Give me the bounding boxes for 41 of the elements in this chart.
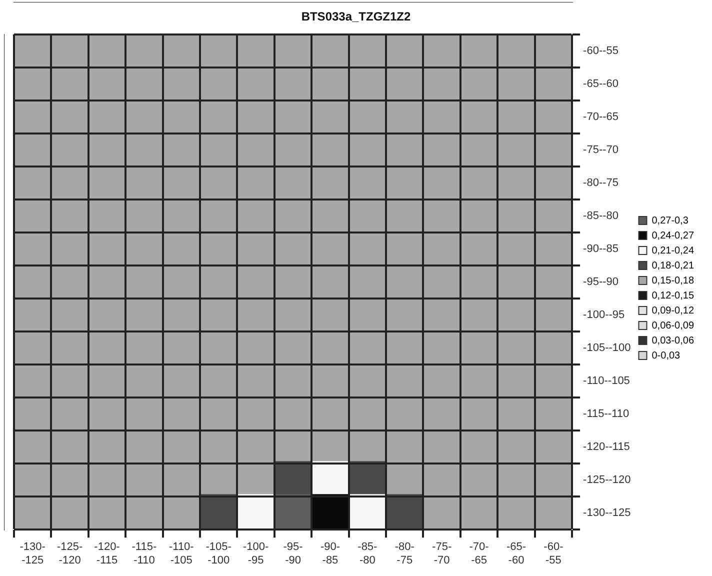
y-tick-label: -95--90	[583, 276, 619, 288]
y-tick-label: -85--80	[583, 210, 619, 222]
color-bar-label: 0,06-0,09	[652, 320, 694, 332]
color-bar-label: 0,09-0,12	[652, 305, 694, 316]
y-tick-label: -120--115	[583, 441, 630, 454]
y-tick-label: -125--120	[583, 474, 631, 486]
x-tick-label: -75--70	[432, 541, 452, 566]
y-tick-label: -115--110	[583, 408, 630, 420]
y-tick-label: -70--65	[583, 110, 619, 123]
y-tick-label: -130--125	[583, 507, 631, 520]
x-tick-label: -100--95	[242, 541, 269, 566]
chart-title: BTS033a_TZGZ1Z2	[301, 10, 412, 24]
y-tick-label: -60--55	[583, 44, 619, 57]
x-tick-label: -110--105	[168, 541, 194, 566]
x-tick-label: -130--125	[20, 541, 46, 566]
color-bar-label: 0-0,03	[652, 350, 681, 362]
y-tick-label: -80--75	[583, 176, 619, 189]
x-tick-label: -105--100	[206, 541, 232, 566]
color-bar-label: 0,15-0,18	[652, 275, 694, 286]
x-tick-label: -115--110	[132, 541, 157, 566]
x-tick-label: -85--80	[358, 541, 378, 566]
x-tick-label: -90--85	[320, 541, 340, 566]
x-tick-label: -125--120	[56, 541, 83, 566]
color-bar-label: 0,12-0,15	[652, 290, 694, 302]
y-tick-label: -100--95	[583, 309, 625, 322]
x-tick-label: -60--55	[544, 541, 564, 566]
y-tick-label: -105--100	[583, 342, 631, 354]
color-bar-label: 0,03-0,06	[652, 335, 694, 346]
color-bar-label: 0,18-0,21	[652, 260, 694, 272]
y-tick-label: -75--70	[583, 144, 619, 156]
x-tick-label: -80--75	[394, 541, 415, 566]
color-bar-label: 0,27-0,3	[652, 215, 689, 226]
y-tick-label: -110--105	[583, 375, 630, 388]
y-tick-label: -65--60	[583, 78, 619, 90]
color-bar-label: 0,21-0,24	[652, 245, 694, 256]
x-tick-label: -120--115	[94, 541, 120, 566]
y-tick-label: -90--85	[583, 243, 619, 256]
x-tick-label: -70--65	[469, 541, 490, 566]
x-tick-label: -65--60	[506, 541, 526, 566]
x-tick-label: -95--90	[283, 541, 304, 566]
color-bar-label: 0,24-0,27	[652, 230, 694, 242]
